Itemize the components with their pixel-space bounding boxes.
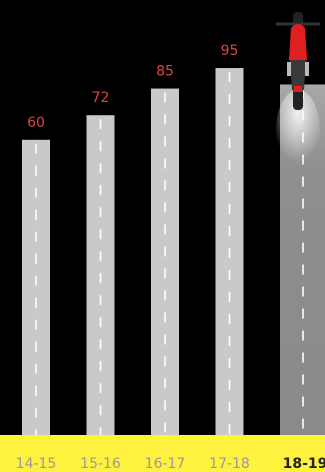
value-label: 72: [92, 90, 110, 106]
exhaust-right: [305, 62, 309, 76]
tank: [289, 24, 307, 63]
rear-wheel: [293, 88, 303, 110]
tail: [294, 86, 302, 92]
value-label: 60: [27, 115, 45, 131]
exhaust-left: [287, 62, 291, 76]
motorcycle-icon: [276, 12, 320, 170]
value-label: 85: [156, 64, 174, 80]
x-tick-label: 18-19: [283, 456, 325, 472]
value-label: 95: [221, 43, 239, 59]
x-tick-label: 15-16: [80, 456, 121, 472]
baseline-strip: [0, 435, 325, 472]
x-tick-label: 16-17: [145, 456, 186, 472]
headlight-glow: [276, 90, 320, 170]
x-tick-label: 14-15: [16, 456, 57, 472]
seat: [290, 60, 306, 90]
x-tick-label: 17-18: [209, 456, 250, 472]
